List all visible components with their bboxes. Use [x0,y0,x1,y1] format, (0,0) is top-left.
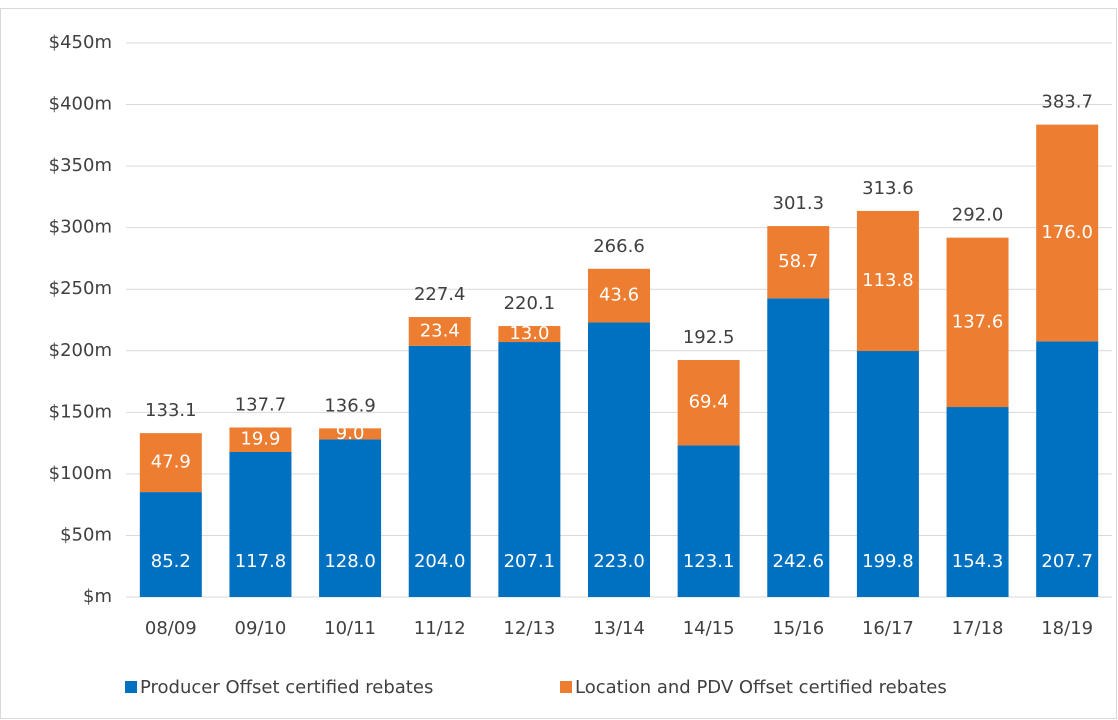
data-label: 154.3 [952,551,1004,572]
data-label: 204.0 [414,551,466,572]
data-label: 85.2 [151,551,191,572]
bar-segment [588,322,650,597]
data-label: 242.6 [773,551,825,572]
data-label: 199.8 [862,551,914,572]
x-tick-label: 13/14 [593,618,645,639]
x-tick-label: 08/09 [145,618,197,639]
bar-segment [767,298,830,597]
x-tick-label: 14/15 [683,618,735,639]
bar-segment [677,445,740,597]
y-tick-label: $350m [49,155,112,176]
total-label: 301.3 [773,193,825,214]
bar-segment [856,210,919,352]
bar-segment [677,360,740,446]
x-tick-label: 16/17 [862,618,914,639]
data-label: 47.9 [151,452,191,473]
bar-segment [767,226,830,299]
y-tick-label: $200m [49,340,112,361]
bar-segment [319,439,382,597]
data-label: 19.9 [240,429,280,450]
x-tick-label: 11/12 [414,618,466,639]
bar-segment [229,451,292,597]
data-label: 23.4 [420,320,460,341]
bar-segment [139,492,202,597]
bar-segment [139,433,202,493]
bar-segment [229,427,292,452]
x-tick-label: 09/10 [235,618,287,639]
legend-swatch [560,681,572,693]
total-label: 220.1 [504,293,556,314]
data-label: 128.0 [324,551,376,572]
data-label: 176.0 [1041,222,1093,243]
bar-segment [319,428,382,440]
bar-segment [498,326,561,343]
total-label: 383.7 [1041,92,1093,113]
x-tick-label: 10/11 [324,618,376,639]
y-tick-label: $50m [60,524,112,545]
data-label: 13.0 [509,323,549,344]
data-label: 9.0 [336,423,365,444]
chart-border [0,8,1117,719]
total-label: 133.1 [145,400,197,421]
y-tick-label: $400m [49,94,112,115]
x-tick-label: 18/19 [1041,618,1093,639]
y-tick-label: $250m [49,278,112,299]
bar-segment [1036,124,1099,342]
data-label: 43.6 [599,285,639,306]
data-label: 207.1 [504,551,556,572]
y-tick-label: $300m [49,217,112,238]
data-label: 113.8 [862,270,914,291]
total-label: 313.6 [862,178,914,199]
total-label: 192.5 [683,327,735,348]
bar-segment [588,268,650,323]
y-tick-label: $150m [49,401,112,422]
total-label: 137.7 [235,394,287,415]
total-label: 292.0 [952,205,1004,226]
bar-segment [1036,341,1099,597]
bar-segment [946,237,1009,408]
legend-label: Producer Offset certified rebates [140,677,433,698]
x-tick-label: 12/13 [503,618,555,639]
data-label: 58.7 [778,251,818,272]
data-label: 123.1 [683,551,735,572]
bar-segment [856,351,919,597]
legend-swatch [125,681,137,693]
total-label: 136.9 [324,395,376,416]
total-label: 227.4 [414,284,466,305]
legend-label: Location and PDV Offset certified rebate… [575,677,947,698]
data-label: 137.6 [952,311,1004,332]
bar-segment [946,407,1009,597]
bar-segment [408,345,471,597]
x-tick-label: 15/16 [772,618,824,639]
data-label: 69.4 [689,392,729,413]
data-label: 223.0 [593,551,645,572]
bar-segment [408,317,471,346]
total-label: 266.6 [593,236,645,257]
y-tick-label: $450m [49,32,112,53]
y-tick-label: $m [83,586,112,607]
data-label: 207.7 [1041,551,1093,572]
data-label: 117.8 [235,551,287,572]
bar-segment [498,342,561,597]
y-tick-label: $100m [49,463,112,484]
x-tick-label: 17/18 [952,618,1004,639]
